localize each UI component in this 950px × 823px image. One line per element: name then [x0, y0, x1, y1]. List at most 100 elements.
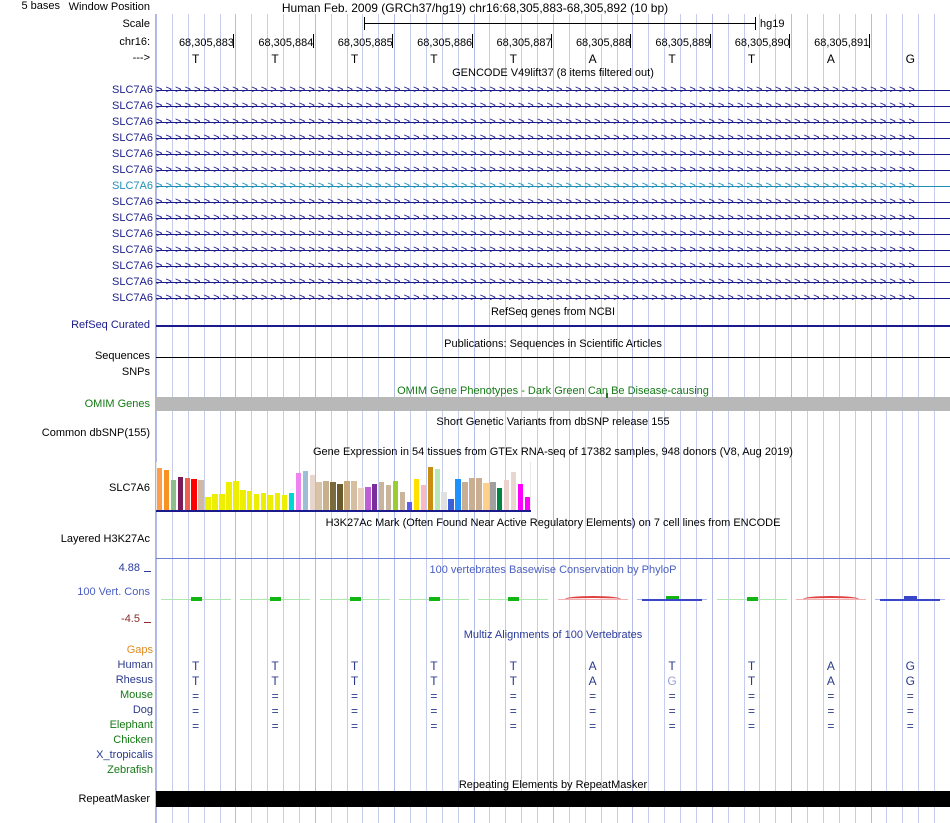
gtex-tissue-bar[interactable]	[483, 483, 489, 510]
gtex-tissue-bar[interactable]	[358, 487, 364, 510]
multiz-species-label[interactable]: Elephant	[109, 719, 153, 731]
gtex-tissue-bar[interactable]	[156, 467, 163, 510]
gtex-tissue-bar[interactable]	[205, 497, 211, 510]
refseq-feature-line[interactable]	[156, 325, 950, 327]
conservation-blue-bar[interactable]	[642, 599, 703, 601]
gencode-transcript-row[interactable]: SLC7A6 >>>>>>>>>>>>>>>>>>>>>>>>>>>>>>>>>>…	[112, 114, 950, 130]
conservation-blue-bar[interactable]	[880, 599, 941, 601]
gencode-gene-label[interactable]: SLC7A6	[112, 196, 153, 208]
gtex-tissue-bar[interactable]	[392, 480, 399, 510]
gtex-tissue-bar[interactable]	[323, 481, 329, 510]
gtex-tissue-bar[interactable]	[469, 477, 475, 510]
gtex-tissue-bar[interactable]	[267, 495, 274, 510]
gencode-gene-label[interactable]: SLC7A6	[112, 276, 153, 288]
gtex-tissue-bar[interactable]	[226, 482, 232, 510]
gencode-gene-label[interactable]: SLC7A6	[112, 100, 153, 112]
conservation-positive-bar[interactable]	[428, 597, 440, 601]
gtex-tissue-bar[interactable]	[524, 497, 531, 510]
gencode-transcript-row[interactable]: SLC7A6 >>>>>>>>>>>>>>>>>>>>>>>>>>>>>>>>>>…	[112, 82, 950, 98]
gtex-tissue-bar[interactable]	[233, 481, 239, 510]
gtex-tissue-bar[interactable]	[274, 493, 281, 510]
gtex-tissue-bar[interactable]	[309, 475, 315, 510]
gencode-transcript-row[interactable]: SLC7A6 >>>>>>>>>>>>>>>>>>>>>>>>>>>>>>>>>>…	[112, 242, 950, 258]
refseq-label[interactable]: RefSeq Curated	[71, 319, 150, 331]
gencode-transcript-row[interactable]: SLC7A6 >>>>>>>>>>>>>>>>>>>>>>>>>>>>>>>>>>…	[112, 194, 950, 210]
gtex-tissue-bar[interactable]	[510, 472, 517, 510]
gencode-gene-label[interactable]: SLC7A6	[112, 212, 153, 224]
gencode-gene-label[interactable]: SLC7A6	[112, 228, 153, 240]
gtex-tissue-bar[interactable]	[385, 485, 392, 510]
gencode-gene-label[interactable]: SLC7A6	[112, 116, 153, 128]
gtex-tissue-bar[interactable]	[517, 484, 524, 510]
gencode-transcript-row[interactable]: SLC7A6 >>>>>>>>>>>>>>>>>>>>>>>>>>>>>>>>>>…	[112, 274, 950, 290]
multiz-species-label[interactable]: Chicken	[113, 734, 153, 746]
gtex-tissue-bar[interactable]	[240, 489, 246, 510]
gtex-tissue-bar[interactable]	[476, 477, 482, 510]
gencode-gene-label[interactable]: SLC7A6	[112, 132, 153, 144]
gtex-tissue-bar[interactable]	[330, 482, 336, 510]
conservation-positive-bar[interactable]	[508, 597, 520, 601]
gencode-gene-label[interactable]: SLC7A6	[112, 292, 153, 304]
multiz-species-label[interactable]: X_tropicalis	[96, 749, 153, 761]
gtex-tissue-bar[interactable]	[462, 482, 468, 510]
gtex-tissue-bar[interactable]	[163, 470, 170, 510]
conservation-positive-bar[interactable]	[270, 597, 282, 601]
conservation-negative-arc[interactable]	[564, 596, 621, 602]
gtex-tissue-bar[interactable]	[344, 481, 350, 510]
conservation-label[interactable]: 100 Vert. Cons	[77, 586, 150, 598]
gencode-transcript-row[interactable]: SLC7A6 >>>>>>>>>>>>>>>>>>>>>>>>>>>>>>>>>>…	[112, 162, 950, 178]
conservation-positive-bar[interactable]	[349, 597, 361, 601]
publications-label-snps[interactable]: SNPs	[121, 366, 150, 378]
gtex-tissue-bar[interactable]	[295, 473, 302, 510]
gtex-tissue-bar[interactable]	[212, 494, 218, 510]
omim-feature-band[interactable]	[156, 393, 950, 411]
gtex-bar-chart[interactable]	[156, 462, 950, 512]
gencode-transcript-row[interactable]: SLC7A6 >>>>>>>>>>>>>>>>>>>>>>>>>>>>>>>>>>…	[112, 98, 950, 114]
gtex-tissue-bar[interactable]	[191, 478, 197, 510]
gtex-tissue-bar[interactable]	[406, 501, 413, 510]
gtex-tissue-bar[interactable]	[351, 480, 357, 510]
gtex-tissue-bar[interactable]	[253, 494, 260, 510]
conservation-positive-bar[interactable]	[746, 597, 758, 601]
conservation-positive-bar[interactable]	[190, 597, 202, 601]
gtex-tissue-bar[interactable]	[219, 494, 225, 510]
gtex-tissue-bar[interactable]	[184, 477, 190, 510]
gtex-tissue-bar[interactable]	[316, 482, 322, 510]
gencode-transcript-row[interactable]: SLC7A6 >>>>>>>>>>>>>>>>>>>>>>>>>>>>>>>>>>…	[112, 258, 950, 274]
publications-label-sequences[interactable]: Sequences	[94, 350, 150, 362]
gencode-gene-label[interactable]: SLC7A6	[112, 244, 153, 256]
gencode-gene-label[interactable]: SLC7A6	[112, 84, 153, 96]
omim-label[interactable]: OMIM Genes	[84, 398, 150, 410]
gencode-transcript-row[interactable]: SLC7A6 >>>>>>>>>>>>>>>>>>>>>>>>>>>>>>>>>>…	[112, 130, 950, 146]
gtex-tissue-bar[interactable]	[490, 482, 496, 510]
gtex-tissue-bar[interactable]	[448, 498, 454, 510]
gtex-tissue-bar[interactable]	[288, 493, 295, 510]
gtex-tissue-bar[interactable]	[427, 466, 433, 510]
conservation-negative-arc[interactable]	[802, 596, 859, 602]
h3k27ac-label[interactable]: Layered H3K27Ac	[60, 533, 150, 545]
gencode-gene-label[interactable]: SLC7A6	[112, 180, 153, 192]
gencode-transcript-row[interactable]: SLC7A6 >>>>>>>>>>>>>>>>>>>>>>>>>>>>>>>>>>…	[112, 210, 950, 226]
gencode-transcript-row[interactable]: SLC7A6 >>>>>>>>>>>>>>>>>>>>>>>>>>>>>>>>>>…	[112, 146, 950, 162]
gtex-tissue-bar[interactable]	[177, 476, 183, 510]
gtex-tissue-bar[interactable]	[170, 479, 177, 510]
gtex-tissue-bar[interactable]	[365, 487, 371, 510]
gtex-tissue-bar[interactable]	[198, 479, 204, 510]
multiz-species-label[interactable]: Gaps	[126, 644, 153, 656]
gtex-tissue-bar[interactable]	[497, 487, 503, 510]
repeatmasker-label[interactable]: RepeatMasker	[78, 793, 150, 805]
gtex-tissue-bar[interactable]	[247, 490, 253, 510]
multiz-species-label[interactable]: Dog	[132, 704, 153, 716]
gtex-tissue-bar[interactable]	[281, 495, 288, 510]
gtex-tissue-bar[interactable]	[399, 491, 406, 510]
gtex-tissue-bar[interactable]	[302, 471, 308, 510]
gtex-tissue-bar[interactable]	[455, 478, 461, 510]
gencode-gene-label[interactable]: SLC7A6	[112, 148, 153, 160]
gencode-gene-label[interactable]: SLC7A6	[112, 164, 153, 176]
gencode-gene-label[interactable]: SLC7A6	[112, 260, 153, 272]
multiz-species-label[interactable]: Rhesus	[115, 674, 153, 686]
dbsnp-label[interactable]: Common dbSNP(155)	[41, 427, 150, 439]
gencode-transcript-row[interactable]: SLC7A6 >>>>>>>>>>>>>>>>>>>>>>>>>>>>>>>>>>…	[112, 290, 950, 306]
gtex-tissue-bar[interactable]	[337, 484, 343, 510]
